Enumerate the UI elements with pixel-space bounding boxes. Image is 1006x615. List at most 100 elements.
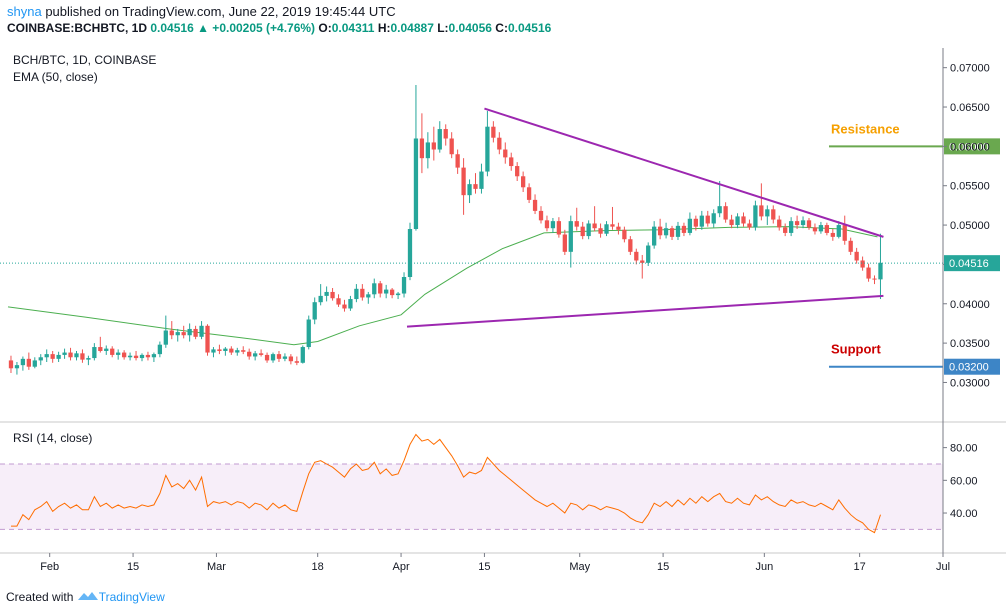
candle-body	[360, 288, 365, 298]
candle	[127, 352, 133, 361]
candle-body	[443, 129, 448, 139]
candle	[86, 355, 91, 366]
candle-body	[92, 347, 97, 359]
candle	[663, 222, 669, 239]
candle	[598, 223, 603, 238]
candle	[354, 284, 359, 303]
candle	[467, 179, 472, 204]
candle	[187, 323, 192, 342]
candle-body	[247, 351, 252, 357]
candle	[151, 352, 157, 362]
price-tick-label: 0.06500	[950, 102, 990, 114]
candle-body	[848, 240, 853, 252]
price-tick-label: 0.05500	[950, 181, 990, 193]
candle-body	[622, 229, 627, 240]
candle-body	[306, 319, 311, 348]
descending-trendline[interactable]	[484, 107, 884, 238]
candle-body	[675, 225, 681, 237]
candle-body	[735, 216, 740, 226]
candle	[205, 324, 210, 356]
candle	[276, 350, 282, 362]
candle-body	[854, 251, 859, 261]
candle	[455, 149, 460, 174]
price-tick-label: 0.07000	[950, 63, 990, 75]
candle-body	[407, 229, 413, 278]
rsi-tick-label: 60.00	[950, 475, 978, 487]
candle	[163, 315, 168, 348]
candle-body	[515, 166, 520, 177]
candle-body	[157, 344, 163, 355]
candle-body	[270, 354, 276, 361]
candle	[324, 286, 329, 302]
resistance-badge-label: 0.06000	[949, 141, 989, 153]
candle-body	[282, 356, 288, 359]
close-value: 0.04516	[507, 21, 552, 35]
candle-body	[253, 353, 258, 357]
rsi-tick-label: 80.00	[950, 443, 978, 455]
legend-symbol: BCH/BTC, 1D, COINBASE	[13, 53, 156, 67]
candle	[777, 215, 782, 231]
candle	[693, 215, 698, 231]
ascending-trendline[interactable]	[406, 294, 884, 328]
candle	[14, 361, 20, 375]
candle	[485, 110, 490, 177]
candle-body	[777, 219, 782, 228]
candle	[169, 321, 174, 340]
candle	[794, 215, 800, 229]
candle	[574, 207, 579, 231]
candle-body	[384, 289, 389, 294]
candle	[640, 254, 645, 279]
candle-body	[503, 149, 508, 158]
resistance-badge	[944, 138, 1000, 155]
date-tick-label: Apr	[392, 561, 409, 573]
candle	[580, 221, 585, 240]
candle	[628, 236, 633, 255]
candle	[20, 356, 26, 371]
rsi-tick-label: 40.00	[950, 508, 978, 520]
candle	[80, 349, 85, 363]
date-tick-label: Mar	[207, 561, 226, 573]
candle-body	[425, 142, 431, 159]
candle	[306, 315, 311, 350]
candle-body	[127, 355, 133, 358]
candle-body	[693, 218, 698, 227]
candle	[675, 221, 681, 241]
candle-body	[663, 228, 669, 236]
candle-body	[628, 239, 633, 252]
candle	[199, 321, 204, 340]
low-value: 0.04056	[448, 21, 492, 35]
candle-body	[497, 137, 502, 150]
candle	[657, 218, 663, 240]
candle	[783, 223, 788, 237]
candle-body	[485, 126, 490, 172]
candle	[818, 221, 824, 234]
candle	[407, 222, 413, 281]
candle	[646, 242, 651, 266]
candle	[824, 222, 830, 236]
open-value: 0.04311	[331, 21, 375, 35]
candle	[812, 223, 818, 235]
candle	[556, 217, 562, 238]
candle-body	[223, 348, 228, 351]
candle	[145, 351, 151, 361]
candle-body	[580, 226, 585, 237]
author-name[interactable]: shyna	[7, 4, 42, 19]
candle	[110, 346, 115, 358]
candle	[765, 205, 770, 226]
candle-body	[753, 205, 758, 228]
candle	[729, 214, 734, 229]
candle	[68, 347, 73, 361]
candle	[181, 325, 186, 339]
candle-body	[318, 295, 323, 303]
candle-body	[699, 215, 704, 227]
tradingview-brand[interactable]: TradingView	[98, 590, 165, 604]
candle	[282, 353, 288, 362]
candle	[509, 152, 514, 171]
candle-body	[538, 210, 544, 221]
candle	[568, 215, 573, 268]
legend-ema: EMA (50, close)	[13, 70, 98, 84]
candle	[806, 217, 812, 230]
grid	[0, 421, 1006, 554]
candle-body	[741, 216, 746, 224]
